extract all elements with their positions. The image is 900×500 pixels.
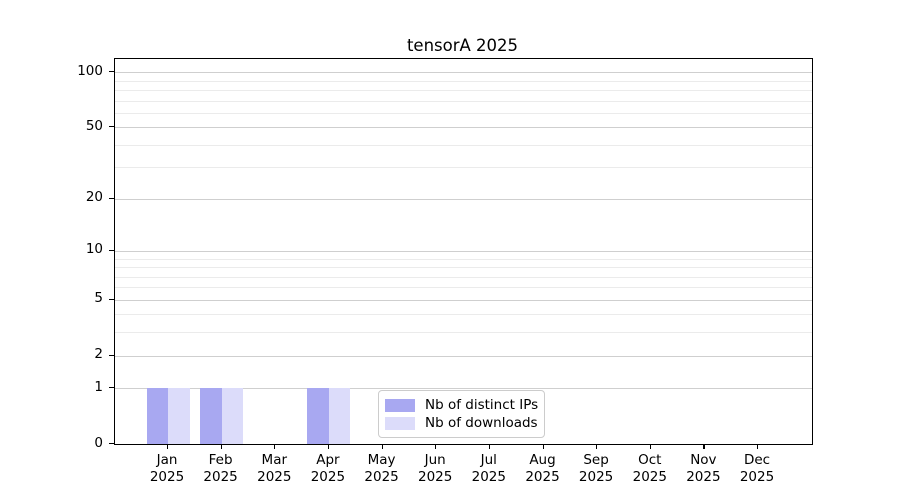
x-axis-tick-label: Jan 2025 xyxy=(149,452,185,485)
gridline-minor xyxy=(115,258,812,260)
legend-label-distinct-ips: Nb of distinct IPs xyxy=(425,397,539,413)
y-axis-tick xyxy=(109,298,114,300)
gridline-minor xyxy=(115,267,812,268)
bar-distinct-ips xyxy=(200,388,222,444)
x-axis-tick xyxy=(703,444,705,449)
y-axis-tick-label: 20 xyxy=(85,189,103,206)
x-axis-tick xyxy=(488,444,490,449)
legend: Nb of distinct IPs Nb of downloads xyxy=(378,390,545,438)
legend-swatch-distinct-ips-icon xyxy=(385,398,415,412)
legend-swatch-downloads-icon xyxy=(385,416,415,430)
bar-downloads xyxy=(168,388,190,444)
bar-distinct-ips xyxy=(307,388,329,444)
x-axis-tick xyxy=(167,444,169,449)
y-axis-tick xyxy=(109,443,114,445)
gridline-minor xyxy=(115,112,812,114)
y-axis-tick xyxy=(109,126,114,128)
legend-label-downloads: Nb of downloads xyxy=(425,415,538,431)
bar-downloads xyxy=(328,388,351,444)
y-axis-tick-label: 10 xyxy=(85,241,103,258)
x-axis-tick xyxy=(381,444,383,449)
y-axis-tick xyxy=(109,249,114,251)
y-axis-tick-label: 50 xyxy=(85,117,103,134)
x-axis-tick xyxy=(274,444,276,449)
x-axis-tick xyxy=(435,444,437,449)
x-axis-tick xyxy=(757,444,759,449)
y-axis-tick xyxy=(109,197,114,199)
chart-title: tensorA 2025 xyxy=(406,36,519,55)
x-axis-tick-label: Oct 2025 xyxy=(632,452,667,485)
legend-item-distinct-ips: Nb of distinct IPs xyxy=(385,397,539,413)
gridline-major xyxy=(115,250,812,252)
x-axis-tick-label: Dec 2025 xyxy=(739,452,775,485)
x-axis-tick-label: Jul 2025 xyxy=(471,452,506,485)
x-axis-tick-label: Nov 2025 xyxy=(686,452,721,485)
gridline-minor xyxy=(115,276,812,278)
y-axis-tick-label: 100 xyxy=(77,62,103,79)
gridline-major xyxy=(115,72,812,74)
gridline-minor xyxy=(115,314,812,316)
gridline-minor xyxy=(115,287,812,289)
gridline-major xyxy=(115,299,812,301)
x-axis-tick-label: May 2025 xyxy=(364,452,399,485)
x-axis-tick-label: Feb 2025 xyxy=(203,452,238,485)
y-axis-tick-label: 5 xyxy=(94,290,103,307)
y-axis-tick xyxy=(109,387,114,389)
gridline-minor xyxy=(115,167,812,169)
legend-item-downloads: Nb of downloads xyxy=(385,415,538,431)
gridline-minor xyxy=(115,332,812,334)
plot-area xyxy=(114,58,813,445)
gridline-major xyxy=(115,355,812,357)
y-axis-tick xyxy=(109,354,114,356)
y-axis-tick-label: 0 xyxy=(94,434,103,451)
gridline-major xyxy=(115,198,812,200)
x-axis-tick-label: Apr 2025 xyxy=(310,452,346,485)
x-axis-tick-label: Sep 2025 xyxy=(578,452,614,485)
x-axis-tick xyxy=(220,444,222,449)
bar-distinct-ips xyxy=(146,388,168,444)
x-axis-tick xyxy=(327,444,330,449)
y-axis-tick xyxy=(109,71,114,73)
y-axis-tick-label: 1 xyxy=(94,378,103,395)
gridline-major xyxy=(115,127,812,129)
gridline-minor xyxy=(115,100,812,102)
x-axis-tick-label: Mar 2025 xyxy=(257,452,292,485)
x-axis-tick xyxy=(649,444,651,449)
x-axis-tick xyxy=(596,444,598,449)
x-axis-tick xyxy=(542,444,544,449)
gridline-minor xyxy=(115,90,812,91)
bar-downloads xyxy=(221,388,244,444)
x-axis-tick-label: Aug 2025 xyxy=(525,452,560,485)
y-axis-tick-label: 2 xyxy=(94,346,103,362)
gridline-minor xyxy=(115,144,812,146)
x-axis-tick-label: Jun 2025 xyxy=(418,452,453,485)
gridline-major xyxy=(115,388,812,390)
gridline-minor xyxy=(115,80,812,82)
